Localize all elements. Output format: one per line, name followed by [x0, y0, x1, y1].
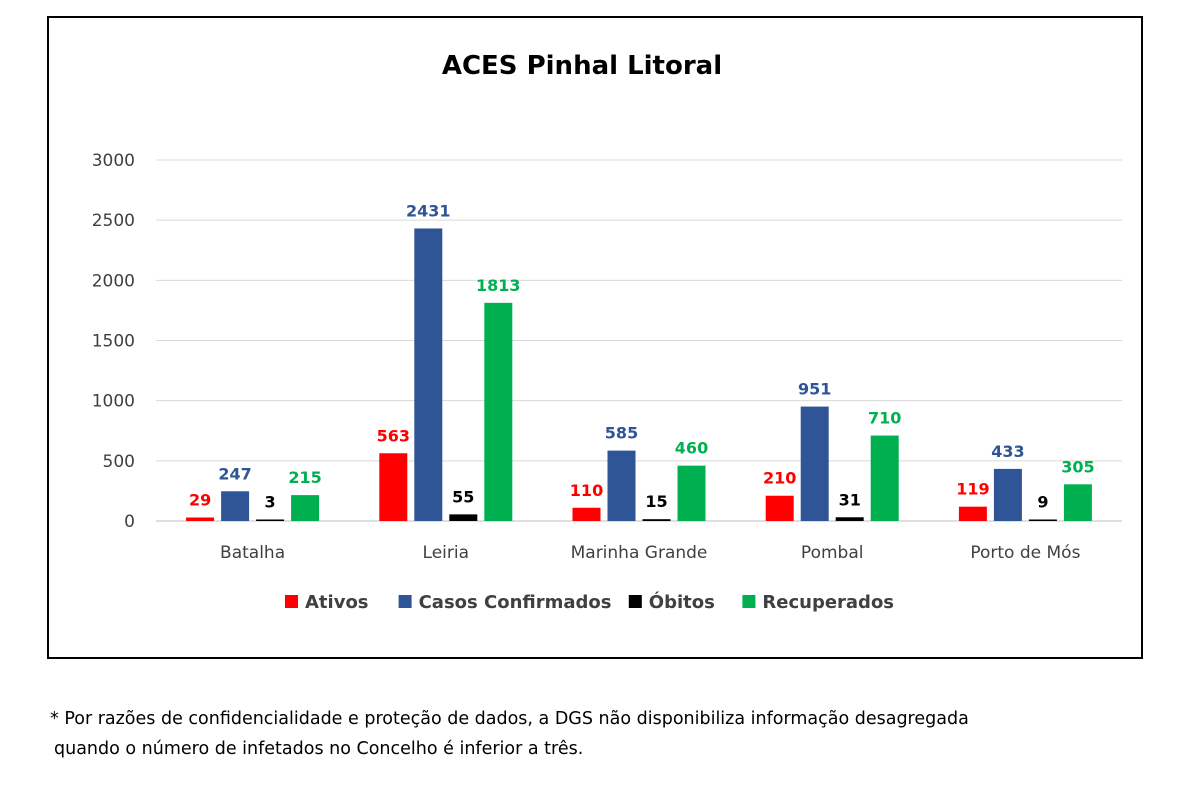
- bar--bitos: [449, 514, 478, 521]
- bar-ativos: [958, 506, 987, 521]
- x-category-label: Pombal: [801, 543, 864, 563]
- bar-chart: ACES Pinhal Litoral 0 500 1000 1500 2000 2500…: [92, 51, 1122, 613]
- bar-casos-confirmados: [414, 228, 443, 521]
- data-label: 110: [570, 481, 603, 500]
- bar-casos-confirmados: [800, 406, 829, 521]
- data-label: 460: [675, 439, 708, 458]
- data-label: 31: [839, 490, 861, 509]
- legend-swatch: [742, 595, 756, 608]
- data-label: 951: [798, 380, 831, 399]
- y-tick-label: 1000: [92, 392, 135, 412]
- data-label: 710: [868, 409, 901, 428]
- y-axis: 0 500 1000 1500 2000 2500 3000: [92, 151, 135, 532]
- x-category-label: Marinha Grande: [571, 543, 708, 563]
- x-category-label: Porto de Mós: [970, 543, 1080, 563]
- x-axis: Batalha Leiria Marinha Grande Pombal Porto d…: [220, 543, 1081, 563]
- bar-ativos: [186, 517, 215, 521]
- bar-ativos: [765, 495, 794, 521]
- bars: [186, 228, 1092, 521]
- bar-recuperados: [1063, 484, 1092, 521]
- chart-title: ACES Pinhal Litoral: [442, 51, 722, 81]
- legend-label: Ativos: [305, 592, 369, 613]
- legend-label: Recuperados: [762, 592, 894, 613]
- data-label: 29: [189, 491, 211, 510]
- legend-label: Casos Confirmados: [419, 592, 612, 613]
- data-label: 215: [288, 468, 321, 487]
- bar-ativos: [572, 507, 601, 521]
- data-label: 563: [377, 426, 410, 445]
- y-tick-label: 0: [124, 512, 135, 532]
- x-category-label: Batalha: [220, 543, 285, 563]
- legend-swatch: [285, 595, 298, 608]
- data-labels: 29 247 3 215 563 2431 55 1813 110 585 15 460 210 951 3…: [189, 201, 1095, 511]
- legend-swatch: [628, 595, 642, 608]
- bar-recuperados: [870, 435, 899, 521]
- legend-swatch: [398, 595, 412, 608]
- x-category-label: Leiria: [423, 543, 469, 563]
- data-label: 55: [452, 487, 474, 506]
- data-label: 15: [645, 492, 667, 511]
- data-label: 1813: [476, 276, 521, 295]
- gridlines: [156, 159, 1122, 522]
- bar-casos-confirmados: [221, 491, 250, 521]
- data-label: 3: [265, 493, 276, 512]
- data-label: 433: [991, 442, 1024, 461]
- footnote: * Por razões de confidencialidade e prot…: [50, 704, 1170, 764]
- bar-recuperados: [291, 495, 320, 521]
- bar--bitos: [1028, 519, 1057, 521]
- data-label: 585: [605, 424, 638, 443]
- data-label: 119: [956, 480, 989, 499]
- data-label: 210: [763, 469, 796, 488]
- bar--bitos: [835, 517, 864, 521]
- data-label: 247: [218, 464, 251, 483]
- bar-casos-confirmados: [607, 450, 636, 521]
- y-tick-label: 2500: [92, 211, 135, 231]
- bar-casos-confirmados: [993, 468, 1022, 521]
- legend-label: Óbitos: [649, 591, 715, 613]
- bar-ativos: [379, 453, 408, 521]
- data-label: 9: [1037, 493, 1048, 512]
- y-tick-label: 3000: [92, 151, 135, 171]
- y-tick-label: 1500: [92, 332, 135, 352]
- footnote-line-2: quando o número de infetados no Concelho…: [54, 739, 584, 759]
- bar-recuperados: [484, 302, 513, 521]
- y-tick-label: 2000: [92, 271, 135, 291]
- data-label: 2431: [406, 201, 451, 220]
- y-tick-label: 500: [103, 452, 135, 472]
- footnote-line-1: * Por razões de confidencialidade e prot…: [50, 709, 969, 729]
- chart-container: ACES Pinhal Litoral 0 500 1000 1500 2000 2500…: [47, 16, 1143, 659]
- legend: Ativos Casos Confirmados Óbitos Recuperados: [285, 591, 894, 613]
- bar--bitos: [642, 519, 671, 521]
- bar--bitos: [256, 519, 285, 521]
- data-label: 305: [1061, 457, 1094, 476]
- bar-recuperados: [677, 465, 706, 521]
